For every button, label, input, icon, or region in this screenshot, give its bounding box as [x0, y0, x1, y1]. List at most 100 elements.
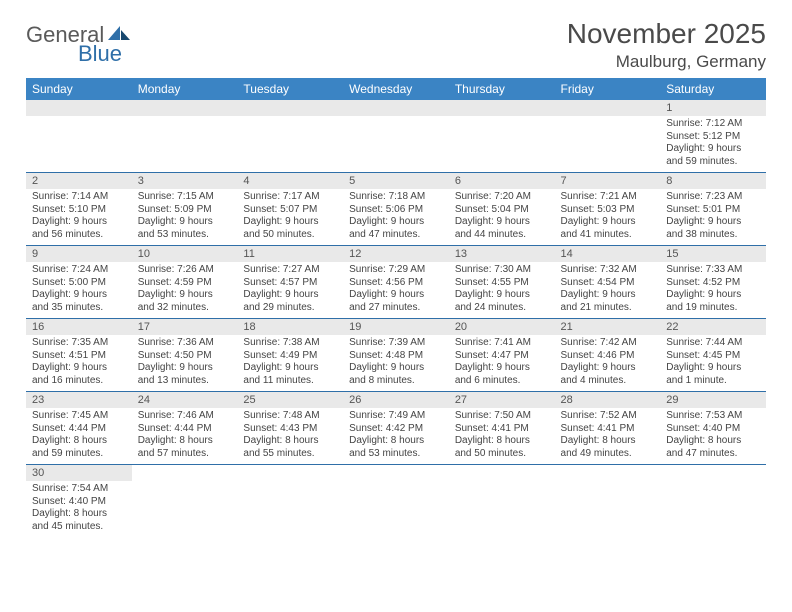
day-number: 27	[449, 392, 555, 408]
sunrise: Sunrise: 7:29 AM	[349, 264, 443, 277]
calendar-cell: 6Sunrise: 7:20 AMSunset: 5:04 PMDaylight…	[449, 173, 555, 246]
sunrise: Sunrise: 7:42 AM	[561, 337, 655, 350]
daylight-1: Daylight: 9 hours	[666, 289, 760, 302]
daylight-2: and 29 minutes.	[243, 302, 337, 315]
sunset: Sunset: 5:06 PM	[349, 204, 443, 217]
calendar-cell: 13Sunrise: 7:30 AMSunset: 4:55 PMDayligh…	[449, 246, 555, 319]
calendar-cell	[555, 100, 661, 173]
day-number	[132, 100, 238, 116]
sunset: Sunset: 4:40 PM	[666, 423, 760, 436]
title-block: November 2025 Maulburg, Germany	[567, 18, 766, 72]
daylight-1: Daylight: 9 hours	[455, 216, 549, 229]
sunrise: Sunrise: 7:17 AM	[243, 191, 337, 204]
calendar-cell: 25Sunrise: 7:48 AMSunset: 4:43 PMDayligh…	[237, 392, 343, 465]
daylight-1: Daylight: 9 hours	[243, 362, 337, 375]
calendar-cell	[237, 100, 343, 173]
cell-body: Sunrise: 7:27 AMSunset: 4:57 PMDaylight:…	[237, 262, 343, 318]
daylight-1: Daylight: 8 hours	[561, 435, 655, 448]
daylight-2: and 4 minutes.	[561, 375, 655, 388]
sunrise: Sunrise: 7:24 AM	[32, 264, 126, 277]
cell-body	[555, 116, 661, 122]
day-number: 25	[237, 392, 343, 408]
calendar-cell	[132, 465, 238, 538]
daylight-2: and 50 minutes.	[243, 229, 337, 242]
cell-body: Sunrise: 7:39 AMSunset: 4:48 PMDaylight:…	[343, 335, 449, 391]
day-number: 16	[26, 319, 132, 335]
sunset: Sunset: 4:50 PM	[138, 350, 232, 363]
sunset: Sunset: 4:45 PM	[666, 350, 760, 363]
weekday-header-row: SundayMondayTuesdayWednesdayThursdayFrid…	[26, 78, 766, 100]
daylight-1: Daylight: 9 hours	[455, 362, 549, 375]
sunrise: Sunrise: 7:33 AM	[666, 264, 760, 277]
sunrise: Sunrise: 7:39 AM	[349, 337, 443, 350]
calendar-cell: 3Sunrise: 7:15 AMSunset: 5:09 PMDaylight…	[132, 173, 238, 246]
day-number	[660, 465, 766, 481]
day-number: 23	[26, 392, 132, 408]
calendar-cell: 28Sunrise: 7:52 AMSunset: 4:41 PMDayligh…	[555, 392, 661, 465]
day-number: 1	[660, 100, 766, 116]
cell-body: Sunrise: 7:54 AMSunset: 4:40 PMDaylight:…	[26, 481, 132, 537]
day-number: 29	[660, 392, 766, 408]
sunrise: Sunrise: 7:30 AM	[455, 264, 549, 277]
daylight-2: and 53 minutes.	[349, 448, 443, 461]
cell-body: Sunrise: 7:20 AMSunset: 5:04 PMDaylight:…	[449, 189, 555, 245]
sunrise: Sunrise: 7:45 AM	[32, 410, 126, 423]
day-number	[555, 100, 661, 116]
day-number: 5	[343, 173, 449, 189]
day-number: 9	[26, 246, 132, 262]
cell-body	[660, 481, 766, 487]
sunset: Sunset: 4:56 PM	[349, 277, 443, 290]
calendar-cell: 18Sunrise: 7:38 AMSunset: 4:49 PMDayligh…	[237, 319, 343, 392]
daylight-2: and 59 minutes.	[32, 448, 126, 461]
sunset: Sunset: 5:04 PM	[455, 204, 549, 217]
daylight-2: and 59 minutes.	[666, 156, 760, 169]
cell-body: Sunrise: 7:36 AMSunset: 4:50 PMDaylight:…	[132, 335, 238, 391]
calendar-cell: 8Sunrise: 7:23 AMSunset: 5:01 PMDaylight…	[660, 173, 766, 246]
sunset: Sunset: 4:54 PM	[561, 277, 655, 290]
sunrise: Sunrise: 7:21 AM	[561, 191, 655, 204]
sunrise: Sunrise: 7:44 AM	[666, 337, 760, 350]
daylight-1: Daylight: 9 hours	[666, 143, 760, 156]
logo-text: General Blue	[26, 24, 132, 65]
daylight-2: and 49 minutes.	[561, 448, 655, 461]
sunrise: Sunrise: 7:53 AM	[666, 410, 760, 423]
daylight-1: Daylight: 9 hours	[32, 289, 126, 302]
daylight-2: and 53 minutes.	[138, 229, 232, 242]
calendar-cell	[660, 465, 766, 538]
calendar-week-row: 30Sunrise: 7:54 AMSunset: 4:40 PMDayligh…	[26, 465, 766, 538]
calendar-cell: 16Sunrise: 7:35 AMSunset: 4:51 PMDayligh…	[26, 319, 132, 392]
sunrise: Sunrise: 7:54 AM	[32, 483, 126, 496]
sunset: Sunset: 4:40 PM	[32, 496, 126, 509]
day-number: 26	[343, 392, 449, 408]
cell-body	[343, 116, 449, 122]
daylight-2: and 16 minutes.	[32, 375, 126, 388]
sunrise: Sunrise: 7:38 AM	[243, 337, 337, 350]
sunset: Sunset: 4:55 PM	[455, 277, 549, 290]
sunset: Sunset: 4:57 PM	[243, 277, 337, 290]
daylight-2: and 45 minutes.	[32, 521, 126, 534]
daylight-1: Daylight: 8 hours	[349, 435, 443, 448]
cell-body	[555, 481, 661, 487]
calendar-cell: 30Sunrise: 7:54 AMSunset: 4:40 PMDayligh…	[26, 465, 132, 538]
day-number	[343, 465, 449, 481]
day-number	[449, 465, 555, 481]
daylight-2: and 44 minutes.	[455, 229, 549, 242]
sunset: Sunset: 4:44 PM	[32, 423, 126, 436]
day-number: 4	[237, 173, 343, 189]
daylight-1: Daylight: 9 hours	[455, 289, 549, 302]
sunrise: Sunrise: 7:23 AM	[666, 191, 760, 204]
calendar-week-row: 9Sunrise: 7:24 AMSunset: 5:00 PMDaylight…	[26, 246, 766, 319]
daylight-1: Daylight: 9 hours	[349, 362, 443, 375]
sunset: Sunset: 4:41 PM	[561, 423, 655, 436]
sunrise: Sunrise: 7:27 AM	[243, 264, 337, 277]
cell-body: Sunrise: 7:14 AMSunset: 5:10 PMDaylight:…	[26, 189, 132, 245]
daylight-2: and 35 minutes.	[32, 302, 126, 315]
weekday-header: Monday	[132, 78, 238, 100]
daylight-1: Daylight: 9 hours	[349, 216, 443, 229]
sunrise: Sunrise: 7:15 AM	[138, 191, 232, 204]
daylight-2: and 47 minutes.	[666, 448, 760, 461]
cell-body: Sunrise: 7:15 AMSunset: 5:09 PMDaylight:…	[132, 189, 238, 245]
cell-body	[237, 116, 343, 122]
sunset: Sunset: 5:07 PM	[243, 204, 337, 217]
calendar-week-row: 2Sunrise: 7:14 AMSunset: 5:10 PMDaylight…	[26, 173, 766, 246]
